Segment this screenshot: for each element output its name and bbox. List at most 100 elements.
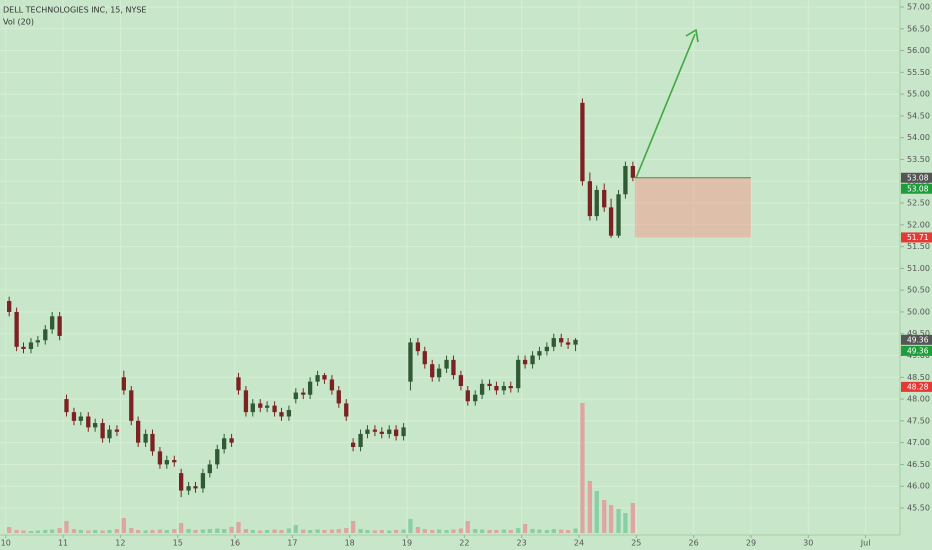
candle-body [573, 339, 578, 345]
volume-bar [221, 529, 227, 533]
y-tick-label: 54.50 [907, 111, 930, 120]
candle-body [379, 431, 384, 434]
volume-bar [43, 530, 48, 533]
y-tick-label: 51.50 [907, 242, 930, 251]
candle-body [315, 375, 320, 382]
position-zone [634, 177, 751, 238]
y-tick-label: 57.00 [907, 2, 930, 11]
candle-body [172, 460, 177, 463]
volume-bar [522, 524, 528, 533]
volume-bar [200, 529, 206, 533]
candle-body [430, 364, 435, 378]
volume-bar [286, 528, 292, 533]
y-tick-label: 56.50 [907, 24, 930, 33]
volume-bar [587, 481, 593, 533]
volume-bar [207, 529, 212, 533]
candle-body [186, 486, 191, 491]
trend-arrow-head [685, 28, 699, 43]
volume-bar [150, 530, 155, 533]
volume-bar [387, 530, 392, 533]
volume-bar [307, 530, 313, 533]
volume-bar [264, 530, 270, 533]
volume-bar [186, 529, 191, 533]
volume-bar [7, 527, 12, 533]
candle-body [387, 429, 392, 434]
price-label: 49.36 [907, 346, 929, 355]
volume-bar [336, 529, 341, 533]
volume-bar [508, 530, 513, 533]
candle-body [336, 390, 341, 404]
chart-title: DELL TECHNOLOGIES INC, 15, NYSE [3, 6, 146, 15]
candle-body [393, 429, 399, 437]
volume-bar [57, 528, 62, 533]
volume-bar [365, 530, 370, 533]
y-tick-label: 49.50 [907, 329, 930, 338]
candle-body [136, 420, 141, 443]
candle-body [193, 486, 198, 489]
volume-bar [408, 519, 413, 533]
volume-bar [21, 530, 26, 533]
candle-body [344, 403, 349, 417]
price-label-bg [901, 334, 932, 345]
y-tick-label: 47.50 [907, 416, 930, 425]
price-label: 49.36 [907, 335, 929, 344]
price-label: 48.28 [907, 382, 929, 391]
volume-bar [479, 529, 485, 533]
candle-body [444, 359, 449, 369]
candle-body [207, 464, 212, 474]
volume-bar [551, 529, 556, 533]
volume-bar [293, 525, 298, 533]
candle-body [365, 429, 370, 434]
candle-body [473, 394, 478, 402]
volume-bar [243, 529, 249, 533]
volume-bar [64, 521, 69, 533]
candle-body [559, 338, 564, 343]
volume-bar [580, 403, 585, 533]
candle-body [487, 383, 492, 387]
volume-bar [178, 523, 184, 533]
candle-body [551, 338, 556, 347]
candle-body [178, 473, 184, 491]
volume-bar [444, 530, 449, 533]
volume-bar [114, 529, 120, 533]
candle-body [522, 359, 528, 365]
volume-bar [129, 528, 134, 533]
candle-body [286, 409, 292, 417]
candle-body [501, 386, 507, 391]
volume-bar [143, 530, 148, 533]
candle-body [408, 342, 413, 382]
candle-body [530, 355, 535, 365]
volume-bar [616, 509, 621, 533]
volume-bar [350, 521, 356, 533]
x-tick-label: 22 [459, 539, 469, 548]
volume-bar [315, 529, 320, 533]
candle-body [565, 342, 571, 345]
volume-bar [487, 530, 492, 533]
volume-bar [602, 500, 607, 533]
candle-body [35, 340, 40, 343]
candle-body [200, 473, 206, 489]
candle-body [143, 433, 148, 443]
candle-body [50, 316, 55, 330]
volume-bar [35, 530, 40, 533]
candle-body [93, 423, 98, 428]
trend-arrow [635, 33, 696, 179]
candle-body [21, 346, 26, 349]
y-tick-label: 48.00 [907, 395, 930, 404]
volume-bar [215, 528, 220, 533]
candle-body [164, 460, 169, 465]
candle-body [78, 416, 83, 421]
volume-bar [393, 530, 399, 533]
x-tick-label: 11 [58, 539, 68, 548]
candle-body [422, 351, 427, 365]
candle-body [594, 189, 599, 217]
candle-body [264, 405, 270, 408]
volume-bar [608, 505, 614, 533]
candle-body [121, 377, 126, 391]
volume-bar [157, 529, 163, 533]
y-tick-label: 56.00 [907, 46, 930, 55]
volume-bar [422, 529, 427, 533]
candle-body [293, 392, 298, 400]
candle-body [350, 442, 356, 447]
